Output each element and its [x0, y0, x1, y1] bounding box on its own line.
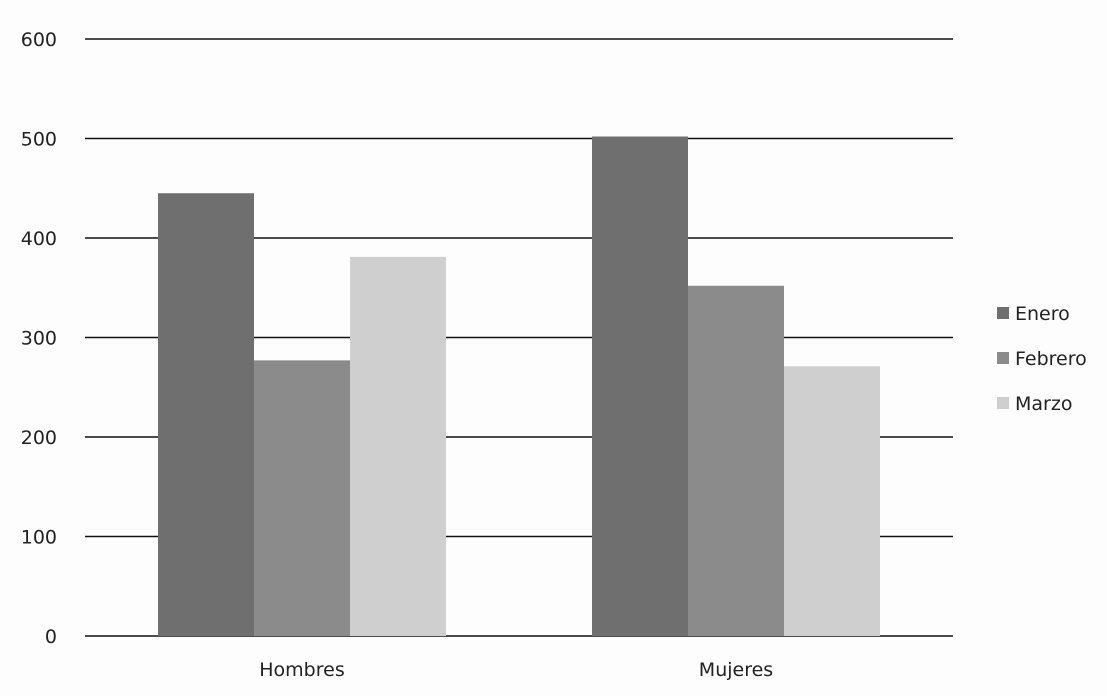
y-tick-label: 500 [21, 129, 57, 151]
y-tick-label: 600 [21, 29, 57, 51]
legend-swatch [997, 397, 1009, 409]
y-tick-label: 100 [21, 527, 57, 549]
bar [350, 256, 446, 636]
legend-label: Enero [1015, 303, 1070, 325]
bar [254, 360, 350, 636]
bar [784, 366, 880, 636]
y-tick-label: 300 [21, 328, 57, 350]
legend-label: Marzo [1015, 393, 1072, 415]
axes: 0 100 200 300 400 500 600 Hombres Mujeres [21, 29, 773, 681]
legend-swatch [997, 307, 1009, 319]
legend-swatch [997, 352, 1009, 364]
y-tick-label: 0 [45, 626, 57, 648]
bar [688, 285, 784, 636]
legend-label: Febrero [1015, 348, 1087, 370]
legend: Enero Febrero Marzo [997, 303, 1087, 415]
bar [592, 136, 688, 636]
x-category-label: Hombres [259, 659, 344, 681]
y-tick-label: 400 [21, 228, 57, 250]
bar [158, 193, 254, 636]
x-category-label: Mujeres [699, 659, 773, 681]
bars [158, 136, 880, 636]
y-tick-label: 200 [21, 427, 57, 449]
